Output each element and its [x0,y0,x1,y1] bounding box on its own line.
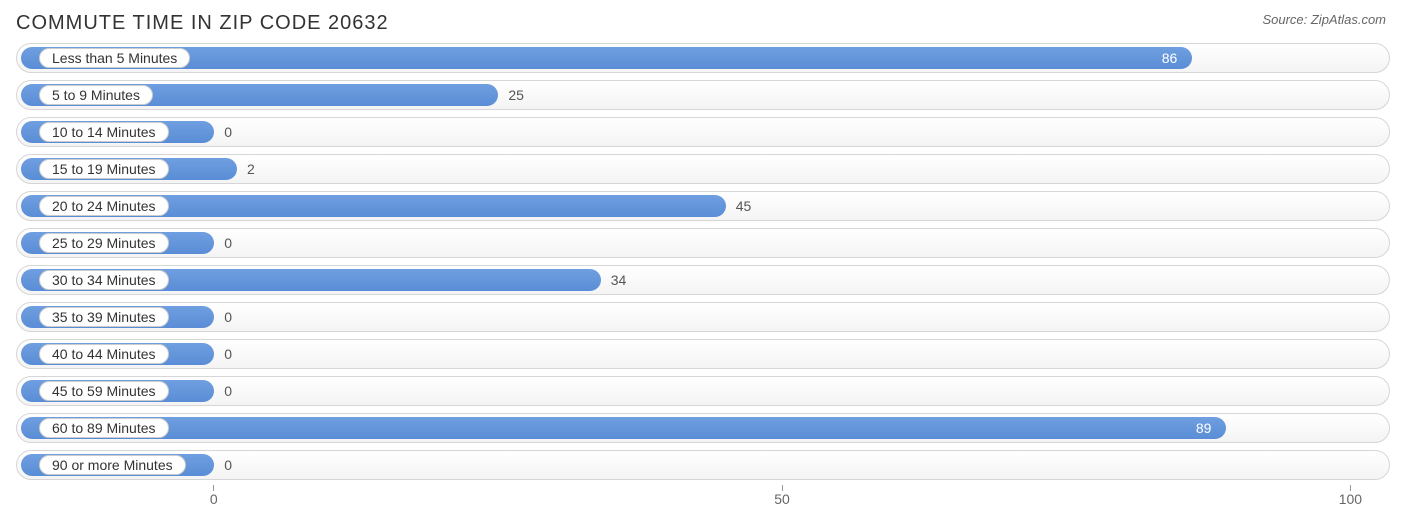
x-axis: 0 50 100 [16,485,1390,515]
category-label: Less than 5 Minutes [39,48,190,68]
bar-row: 25 to 29 Minutes 0 [16,228,1390,258]
value-label: 25 [508,81,524,109]
bar-fill [21,47,1192,69]
category-label: 45 to 59 Minutes [39,381,169,401]
value-label: 0 [224,451,232,479]
value-label: 86 [1162,44,1178,72]
axis-tick: 0 [213,485,214,491]
value-label: 0 [224,303,232,331]
bar-row: 45 to 59 Minutes 0 [16,376,1390,406]
chart-title: COMMUTE TIME IN ZIP CODE 20632 [16,12,389,35]
bar-fill [21,417,1226,439]
category-label: 35 to 39 Minutes [39,307,169,327]
value-label: 34 [611,266,627,294]
bar-row: 90 or more Minutes 0 [16,450,1390,480]
bar-row: 5 to 9 Minutes 25 [16,80,1390,110]
bar-row: 10 to 14 Minutes 0 [16,117,1390,147]
chart-source: Source: ZipAtlas.com [1262,12,1386,27]
chart-area: Less than 5 Minutes 86 5 to 9 Minutes 25 10 … [0,43,1406,515]
bar-row: 20 to 24 Minutes 45 [16,191,1390,221]
category-label: 20 to 24 Minutes [39,196,169,216]
category-label: 25 to 29 Minutes [39,233,169,253]
tick-label: 100 [1339,491,1362,507]
tick-label: 50 [774,491,790,507]
bar-row: 35 to 39 Minutes 0 [16,302,1390,332]
value-label: 89 [1196,414,1212,442]
category-label: 15 to 19 Minutes [39,159,169,179]
category-label: 5 to 9 Minutes [39,85,153,105]
bar-row: 60 to 89 Minutes 89 [16,413,1390,443]
category-label: 60 to 89 Minutes [39,418,169,438]
value-label: 0 [224,377,232,405]
tick-label: 0 [210,491,218,507]
axis-tick: 50 [782,485,783,491]
bar-row: 40 to 44 Minutes 0 [16,339,1390,369]
category-label: 90 or more Minutes [39,455,186,475]
category-label: 10 to 14 Minutes [39,122,169,142]
bar-row: 30 to 34 Minutes 34 [16,265,1390,295]
bar-row: 15 to 19 Minutes 2 [16,154,1390,184]
chart-header: COMMUTE TIME IN ZIP CODE 20632 Source: Z… [0,0,1406,43]
value-label: 0 [224,118,232,146]
value-label: 0 [224,229,232,257]
value-label: 2 [247,155,255,183]
category-label: 40 to 44 Minutes [39,344,169,364]
bar-row: Less than 5 Minutes 86 [16,43,1390,73]
axis-tick: 100 [1350,485,1351,491]
value-label: 0 [224,340,232,368]
category-label: 30 to 34 Minutes [39,270,169,290]
value-label: 45 [736,192,752,220]
